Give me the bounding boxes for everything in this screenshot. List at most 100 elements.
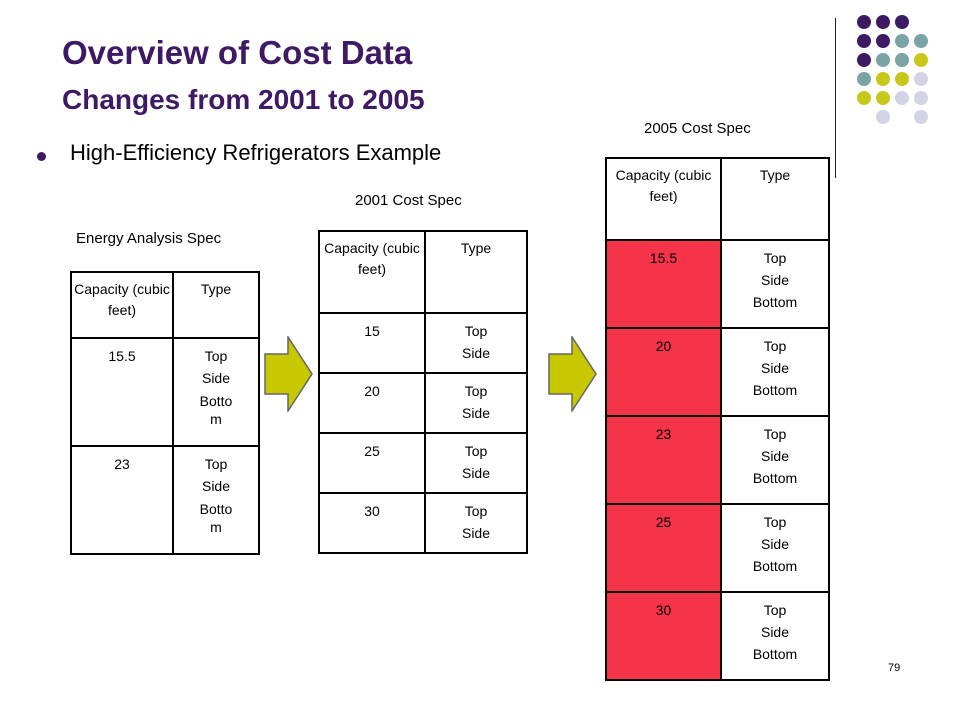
type-value: Top — [763, 602, 787, 618]
decorative-dot — [914, 34, 928, 48]
table-header-row: Capacity (cubic feet) Type — [318, 230, 528, 314]
decorative-dot — [914, 110, 928, 124]
capacity-cell: 15 — [318, 312, 426, 374]
type-value: Bottom — [752, 558, 798, 574]
table-row: 15 Top Side — [318, 312, 528, 374]
type-value: Side — [760, 624, 790, 640]
decorative-dot — [914, 53, 928, 67]
type-cell: Top Side — [424, 432, 528, 494]
type-value: Bottom — [752, 470, 798, 486]
header-capacity: Capacity (cubic feet) — [70, 271, 174, 339]
capacity-cell: 20 — [605, 327, 722, 417]
type-value: Side — [760, 272, 790, 288]
type-cell: Top Side Bottom — [720, 415, 830, 505]
type-value: Top — [763, 426, 787, 442]
header-capacity: Capacity (cubic feet) — [605, 157, 722, 241]
type-value: Top — [763, 514, 787, 530]
type-value: Side — [760, 536, 790, 552]
header-type: Type — [172, 271, 260, 339]
type-value: Top — [464, 443, 488, 459]
type-value: Side — [461, 465, 491, 481]
arrow-right-icon — [264, 336, 313, 412]
table-row: 23 Top Side Bottom — [605, 415, 830, 505]
type-cell: Top Side Botto m — [172, 445, 260, 555]
type-value: Botto m — [199, 501, 233, 535]
table-row: 30 Top Side — [318, 492, 528, 554]
energy-spec-table: Capacity (cubic feet) Type 15.5 Top Side… — [70, 271, 260, 555]
bullet-icon — [37, 152, 46, 161]
spec-2001-label: 2001 Cost Spec — [355, 192, 462, 209]
capacity-cell: 25 — [318, 432, 426, 494]
type-value: Top — [763, 338, 787, 354]
slide-title: Overview of Cost Data — [62, 34, 413, 71]
type-value: Bottom — [752, 382, 798, 398]
type-value: Side — [760, 360, 790, 376]
type-cell: Top Side — [424, 372, 528, 434]
decorative-dot — [876, 53, 890, 67]
decorative-dot — [895, 91, 909, 105]
spec-2005-label: 2005 Cost Spec — [644, 120, 751, 137]
type-value: Top — [464, 383, 488, 399]
bullet-text: High-Efficiency Refrigerators Example — [70, 140, 442, 165]
decorative-dot — [895, 53, 909, 67]
type-value: Side — [201, 478, 231, 494]
decorative-dot — [876, 15, 890, 29]
spec-2001-table: Capacity (cubic feet) Type 15 Top Side 2… — [318, 230, 528, 554]
capacity-cell: 20 — [318, 372, 426, 434]
type-value: Top — [763, 250, 787, 266]
type-value: Top — [464, 323, 488, 339]
type-value: Top — [204, 348, 228, 364]
header-type: Type — [720, 157, 830, 241]
page-number: 79 — [888, 662, 901, 674]
type-value: Side — [760, 448, 790, 464]
table-row: 15.5 Top Side Botto m — [70, 337, 260, 447]
decorative-dot — [895, 72, 909, 86]
decorative-dot — [876, 72, 890, 86]
decorative-dot — [857, 53, 871, 67]
type-cell: Top Side — [424, 492, 528, 554]
decorative-dot — [857, 72, 871, 86]
arrow-right-icon — [548, 336, 597, 412]
table-row: 15.5 Top Side Bottom — [605, 239, 830, 329]
type-value: Side — [461, 525, 491, 541]
slide-subtitle: Changes from 2001 to 2005 — [62, 84, 425, 115]
table-row: 20 Top Side — [318, 372, 528, 434]
type-cell: Top Side — [424, 312, 528, 374]
type-cell: Top Side Bottom — [720, 239, 830, 329]
table-row: 25 Top Side Bottom — [605, 503, 830, 593]
type-value: Top — [464, 503, 488, 519]
capacity-cell: 25 — [605, 503, 722, 593]
header-capacity: Capacity (cubic feet) — [318, 230, 426, 314]
decorative-dot — [876, 34, 890, 48]
decorative-dot — [857, 15, 871, 29]
capacity-cell: 15.5 — [70, 337, 174, 447]
energy-spec-label: Energy Analysis Spec — [76, 230, 222, 247]
decorative-dot — [895, 15, 909, 29]
spec-2005-table: Capacity (cubic feet) Type 15.5 Top Side… — [605, 157, 830, 681]
type-cell: Top Side Bottom — [720, 327, 830, 417]
table-row: 30 Top Side Bottom — [605, 591, 830, 681]
type-value: Bottom — [752, 294, 798, 310]
type-cell: Top Side Botto m — [172, 337, 260, 447]
decorative-dot — [857, 34, 871, 48]
type-value: Side — [201, 370, 231, 386]
type-value: Side — [461, 405, 491, 421]
decorative-dot — [876, 91, 890, 105]
decorative-divider — [835, 18, 836, 178]
capacity-cell: 23 — [605, 415, 722, 505]
table-row: 25 Top Side — [318, 432, 528, 494]
type-value: Botto m — [199, 393, 233, 427]
decorative-dot — [876, 110, 890, 124]
type-value: Side — [461, 345, 491, 361]
table-row: 20 Top Side Bottom — [605, 327, 830, 417]
type-value: Bottom — [752, 646, 798, 662]
type-cell: Top Side Bottom — [720, 503, 830, 593]
header-type: Type — [424, 230, 528, 314]
table-row: 23 Top Side Botto m — [70, 445, 260, 555]
decorative-dot — [895, 34, 909, 48]
table-header-row: Capacity (cubic feet) Type — [605, 157, 830, 241]
capacity-cell: 15.5 — [605, 239, 722, 329]
capacity-cell: 23 — [70, 445, 174, 555]
decorative-dot — [857, 91, 871, 105]
capacity-cell: 30 — [318, 492, 426, 554]
